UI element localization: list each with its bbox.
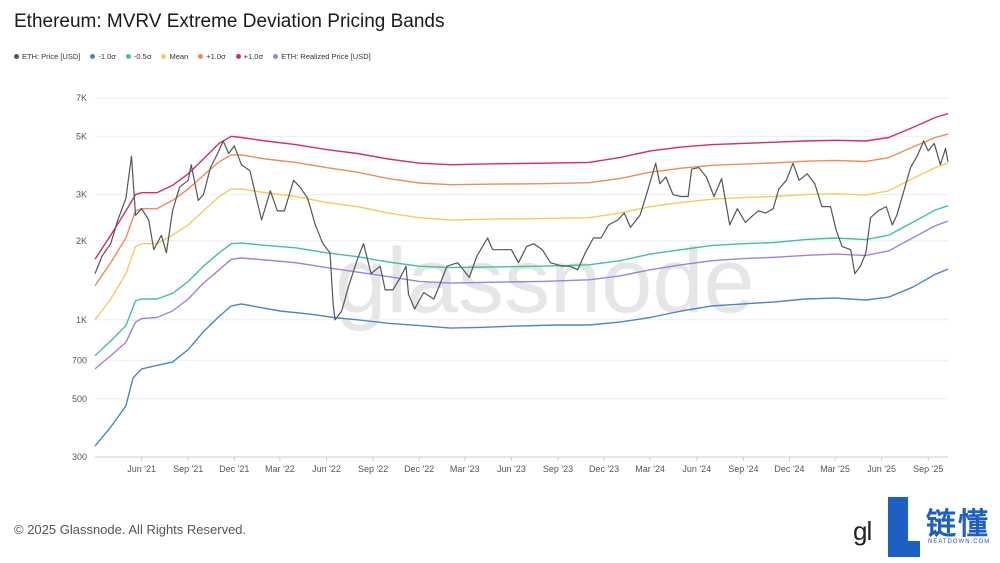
x-tick-label: Jun '23 [497, 464, 526, 474]
legend-item[interactable]: -1.0σ [90, 52, 116, 61]
x-tick-label: Sep '24 [728, 464, 758, 474]
x-tick-label: Jun '25 [867, 464, 896, 474]
x-tick-label: Dec '21 [219, 464, 249, 474]
series-line--1-0--3 [94, 133, 949, 286]
legend-item[interactable]: +1.0σ [235, 52, 264, 61]
y-tick-label: 300 [72, 452, 87, 462]
series-line--0-5--1 [94, 205, 949, 357]
x-tick-label: Sep '21 [173, 464, 203, 474]
series-line-eth-realized-price-usd--5 [94, 220, 949, 370]
series-line-eth-price-usd--6 [94, 140, 949, 321]
series-lines [94, 113, 949, 447]
logo-cn-text: 链懂 [926, 508, 990, 541]
logo-en-text: NEATDOWN.COM [928, 539, 991, 545]
logo-foot-icon [888, 541, 920, 557]
legend-dot-icon [273, 54, 279, 59]
y-tick-label: 500 [72, 394, 87, 404]
legend-item[interactable]: -0.5σ [125, 52, 152, 61]
x-tick-label: Mar '22 [265, 464, 295, 474]
x-axis: Jun '21 Sep '21 Dec '21 Mar '22 Jun '22 Sep '… [95, 456, 948, 474]
legend-dot-icon [14, 54, 19, 59]
neatdown-logo: 链懂 NEATDOWN.COM [888, 497, 996, 557]
series-line--1-0--4 [94, 113, 949, 260]
y-tick-label: 3K [76, 190, 87, 200]
legend-dot-icon [198, 54, 204, 59]
legend-dot-icon [161, 54, 167, 59]
x-tick-label: Dec '22 [404, 464, 434, 474]
x-tick-label: Sep '25 [913, 464, 943, 474]
y-axis: 300 500 700 1K 2K 3K 5K 7K [72, 93, 87, 462]
y-tick-label: 7K [76, 93, 87, 103]
series-line-mean-2 [94, 162, 949, 321]
legend-item[interactable]: ETH: Price [USD] [14, 52, 80, 61]
legend-dot-icon [235, 54, 241, 59]
y-tick-label: 2K [76, 236, 87, 246]
y-tick-label: 5K [76, 131, 87, 141]
legend-label: +1.0σ [243, 52, 264, 61]
legend-label: ETH: Price [USD] [22, 52, 81, 61]
legend-dot-icon [90, 54, 96, 59]
x-tick-label: Mar '25 [820, 464, 850, 474]
x-tick-label: Jun '22 [312, 464, 341, 474]
legend-item[interactable]: ETH: Realized Price [USD] [273, 52, 371, 61]
x-tick-label: Mar '24 [635, 464, 665, 474]
legend-label: -0.5σ [133, 52, 152, 61]
legend-dot-icon [125, 54, 131, 59]
x-tick-label: Jun '21 [127, 464, 156, 474]
y-tick-label: 1K [76, 315, 87, 325]
x-tick-label: Sep '23 [543, 464, 573, 474]
legend-label: +1.0σ [206, 52, 226, 61]
x-tick-label: Jun '24 [682, 464, 711, 474]
legend-label: -1.0σ [98, 52, 116, 61]
glassnode-brand-mark: gl [853, 516, 872, 546]
chart-legend: ETH: Price [USD] -1.0σ -0.5σ Mean +1.0σ +1.0σ… [14, 52, 371, 61]
series-line--1-0--0 [94, 268, 949, 447]
copyright-footer: © 2025 Glassnode. All Rights Reserved. [14, 522, 247, 537]
chart-title: Ethereum: MVRV Extreme Deviation Pricing… [14, 11, 445, 32]
x-tick-label: Sep '22 [358, 464, 388, 474]
x-tick-label: Mar '23 [450, 464, 480, 474]
legend-item[interactable]: +1.0σ [198, 52, 226, 61]
legend-label: Mean [169, 52, 189, 61]
y-tick-label: 700 [72, 355, 87, 365]
x-tick-label: Dec '23 [589, 464, 619, 474]
legend-label: ETH: Realized Price [USD] [281, 52, 371, 61]
x-tick-label: Dec '24 [774, 464, 804, 474]
legend-item[interactable]: Mean [161, 52, 188, 61]
